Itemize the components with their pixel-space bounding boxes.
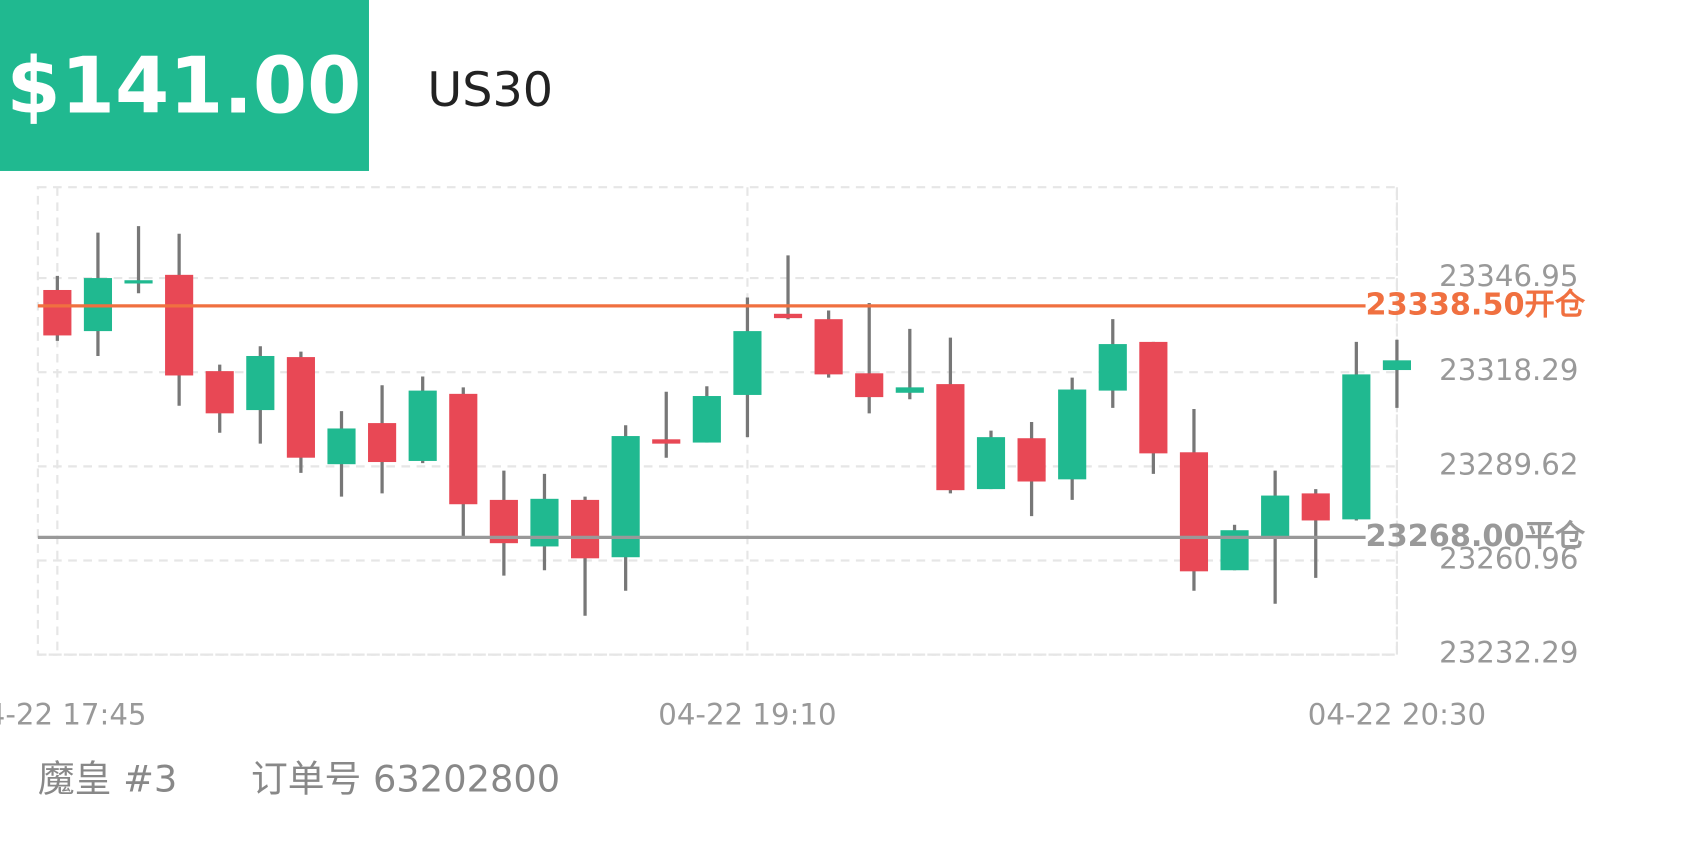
candle-body bbox=[652, 439, 681, 444]
symbol: US30 bbox=[427, 63, 553, 118]
price-badge bbox=[0, 0, 369, 171]
y-tick-label: 23260.96 bbox=[1439, 541, 1578, 575]
candle-body bbox=[936, 384, 965, 491]
candle-body bbox=[1342, 374, 1371, 520]
candle-body bbox=[895, 387, 924, 393]
candle-body bbox=[368, 423, 397, 463]
x-tick-label: 04-22 19:10 bbox=[658, 697, 836, 731]
account: 魔皇 #3 bbox=[38, 758, 177, 801]
reference-label: 23268.00平仓 bbox=[1366, 519, 1586, 554]
candle-body bbox=[286, 357, 315, 458]
y-tick-label: 23232.29 bbox=[1439, 636, 1578, 670]
y-tick-label: 23289.62 bbox=[1439, 447, 1578, 481]
candle-body bbox=[205, 371, 234, 414]
candle-body bbox=[692, 396, 721, 443]
candle-body bbox=[611, 436, 640, 558]
reference-label: 23338.50开仓 bbox=[1366, 287, 1586, 322]
candle-body bbox=[733, 331, 762, 395]
candle-body bbox=[1179, 452, 1209, 572]
candle-body bbox=[1261, 495, 1290, 537]
candle-body bbox=[449, 393, 478, 505]
candle-body bbox=[43, 289, 72, 336]
candle-body bbox=[327, 428, 356, 465]
candle-body bbox=[976, 437, 1006, 490]
candle-body bbox=[1301, 493, 1330, 521]
candle-body bbox=[408, 390, 437, 461]
candle-body bbox=[773, 313, 803, 319]
y-tick-label: 23318.29 bbox=[1439, 353, 1578, 387]
candle-body bbox=[246, 355, 275, 411]
candle-body bbox=[1017, 438, 1046, 482]
x-tick-label: 04-22 20:30 bbox=[1308, 697, 1486, 731]
candle-body bbox=[814, 319, 843, 375]
candle-body bbox=[1098, 344, 1127, 391]
y-tick-label: 23346.95 bbox=[1439, 259, 1578, 293]
candle-body bbox=[570, 499, 600, 559]
candle-body bbox=[1382, 360, 1411, 371]
candle-body bbox=[855, 373, 884, 398]
candle-body bbox=[124, 280, 153, 284]
price: $141.00 bbox=[7, 41, 362, 131]
order-number: 订单号 63202800 bbox=[251, 758, 560, 801]
x-tick-label: 04-22 17:45 bbox=[0, 697, 147, 731]
candle-body bbox=[1058, 389, 1087, 480]
candle-body bbox=[1139, 341, 1168, 454]
candle-body bbox=[165, 274, 194, 376]
candle-body bbox=[530, 498, 559, 547]
